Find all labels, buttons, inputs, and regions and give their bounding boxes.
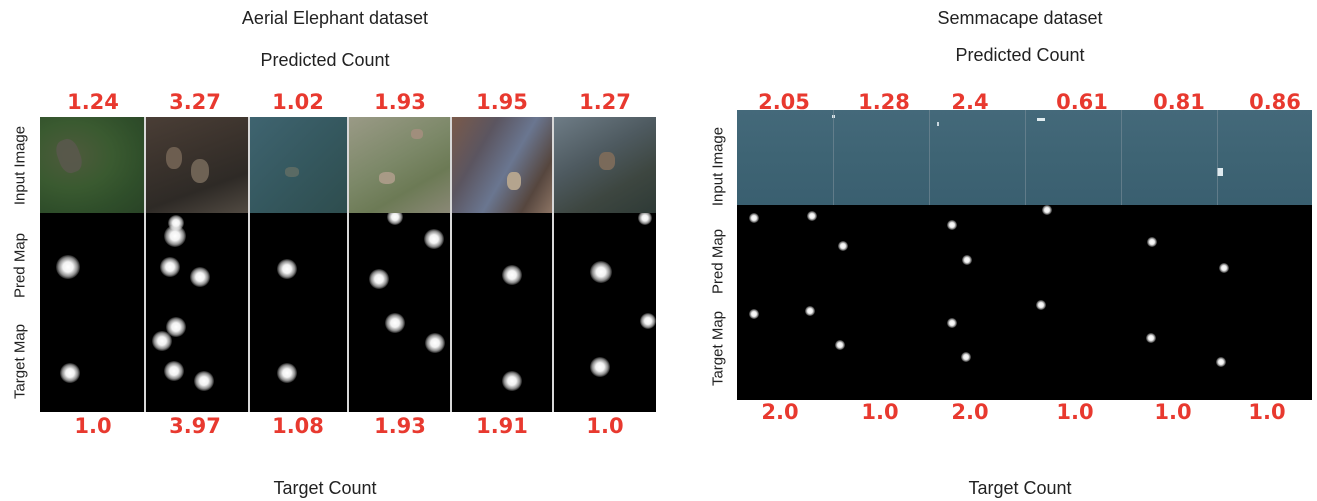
right-predicted-count-heading: Predicted Count <box>955 45 1085 65</box>
right-row-label-input-image: Input Image <box>709 126 727 207</box>
left-row-label-target-map: Target Map <box>11 323 29 400</box>
left-pred-map-6 <box>554 213 656 313</box>
left-target-count-2: 3.97 <box>169 414 221 438</box>
left-target-count-5: 1.91 <box>476 414 528 438</box>
left-input-image-6 <box>554 117 656 213</box>
left-row-label-input-image: Input Image <box>11 125 29 206</box>
left-pred-map-4 <box>349 213 450 313</box>
left-pred-count-6: 1.27 <box>579 90 631 114</box>
right-target-count-6: 1.0 <box>1248 400 1286 424</box>
left-target-count-1: 1.0 <box>74 414 112 438</box>
left-image-grid <box>40 117 656 412</box>
right-input-image-strip <box>737 110 1312 205</box>
left-target-map-5 <box>452 313 552 412</box>
left-pred-map-3 <box>250 213 347 313</box>
left-pred-count-4: 1.93 <box>374 90 426 114</box>
right-target-map-row <box>737 300 1312 400</box>
left-pred-map-5 <box>452 213 552 313</box>
right-column-divider <box>1025 110 1026 205</box>
left-row-label-pred-map: Pred Map <box>11 232 29 299</box>
left-target-count-6: 1.0 <box>586 414 624 438</box>
right-target-count-2: 1.0 <box>861 400 899 424</box>
right-column-divider <box>1217 110 1218 205</box>
right-column-divider <box>929 110 930 205</box>
left-pred-map-1 <box>40 213 144 313</box>
left-input-image-4 <box>349 117 450 213</box>
left-target-map-2 <box>146 313 248 412</box>
left-target-map-4 <box>349 313 450 412</box>
left-input-image-5 <box>452 117 552 213</box>
right-row-label-pred-map: Pred Map <box>709 228 727 295</box>
right-target-count-5: 1.0 <box>1154 400 1192 424</box>
left-column-divider <box>248 117 250 412</box>
right-column-divider <box>833 110 834 205</box>
left-column-divider <box>347 117 349 412</box>
right-image-grid <box>737 110 1312 400</box>
left-input-image-2 <box>146 117 248 213</box>
left-column-divider <box>450 117 452 412</box>
right-target-count-1: 2.0 <box>761 400 799 424</box>
right-row-label-target-map: Target Map <box>709 310 727 387</box>
left-pred-count-3: 1.02 <box>272 90 324 114</box>
left-target-map-3 <box>250 313 347 412</box>
right-target-count-4: 1.0 <box>1056 400 1094 424</box>
right-target-count-heading: Target Count <box>968 478 1072 498</box>
left-column-divider <box>144 117 146 412</box>
right-dataset-title: Semmacape dataset <box>937 8 1103 28</box>
left-dataset-title: Aerial Elephant dataset <box>241 8 429 28</box>
left-input-image-3 <box>250 117 347 213</box>
right-target-count-3: 2.0 <box>951 400 989 424</box>
right-pred-map-row <box>737 205 1312 300</box>
left-column-divider <box>552 117 554 412</box>
left-input-image-1 <box>40 117 144 213</box>
left-pred-count-1: 1.24 <box>67 90 119 114</box>
left-target-count-3: 1.08 <box>272 414 324 438</box>
left-pred-count-2: 3.27 <box>169 90 221 114</box>
left-target-map-1 <box>40 313 144 412</box>
left-pred-map-2 <box>146 213 248 313</box>
left-target-map-6 <box>554 313 656 412</box>
left-target-count-4: 1.93 <box>374 414 426 438</box>
left-pred-count-5: 1.95 <box>476 90 528 114</box>
left-target-count-heading: Target Count <box>273 478 377 498</box>
left-predicted-count-heading: Predicted Count <box>260 50 390 70</box>
right-column-divider <box>1121 110 1122 205</box>
